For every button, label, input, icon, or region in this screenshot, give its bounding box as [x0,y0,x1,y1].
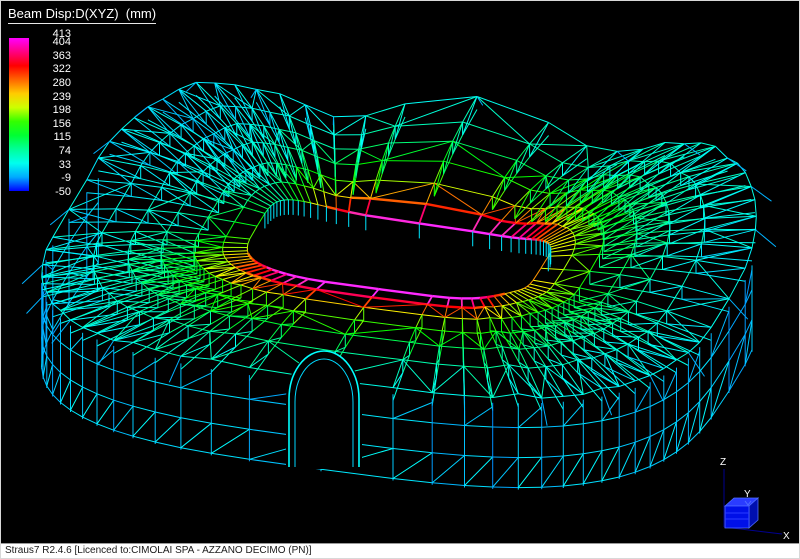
model-viewport[interactable]: Beam Disp:D(XYZ) (mm) 413 404 363 322 280 239… [1,1,799,543]
axis-label-z: Z [720,457,726,468]
result-title: Beam Disp:D(XYZ) (mm) [8,6,157,24]
contour-legend: 413 404 363 322 280 239 198 156 115 74 33 -9 -50 [7,27,77,199]
legend-value: 239 [52,90,71,103]
legend-value: 322 [52,63,71,76]
legend-value: -9 [61,172,71,185]
beam-model-wireframe[interactable] [1,1,799,543]
cube-front-face [724,505,750,529]
legend-value: 404 [52,36,71,48]
status-text: Straus7 R2.4.6 [Licenced to:CIMOLAI SPA … [5,545,312,556]
y-axis-arrow-icon [744,500,752,506]
axis-label-x: X [783,531,790,541]
legend-value: 280 [52,76,71,89]
axis-triad: Z Y X [720,457,790,541]
legend-value: 363 [52,49,71,62]
legend-value: 413 [52,28,71,40]
legend-colorbar [9,38,29,191]
legend-value: 74 [58,145,71,158]
legend-value: -50 [55,186,71,199]
axis-label-y: Y [744,489,751,500]
arch-opening [286,351,362,469]
legend-value: 33 [58,158,71,171]
status-bar: Straus7 R2.4.6 [Licenced to:CIMOLAI SPA … [1,543,799,558]
legend-value: 115 [53,131,71,144]
legend-value: 156 [52,117,71,130]
legend-value: 198 [52,104,71,117]
